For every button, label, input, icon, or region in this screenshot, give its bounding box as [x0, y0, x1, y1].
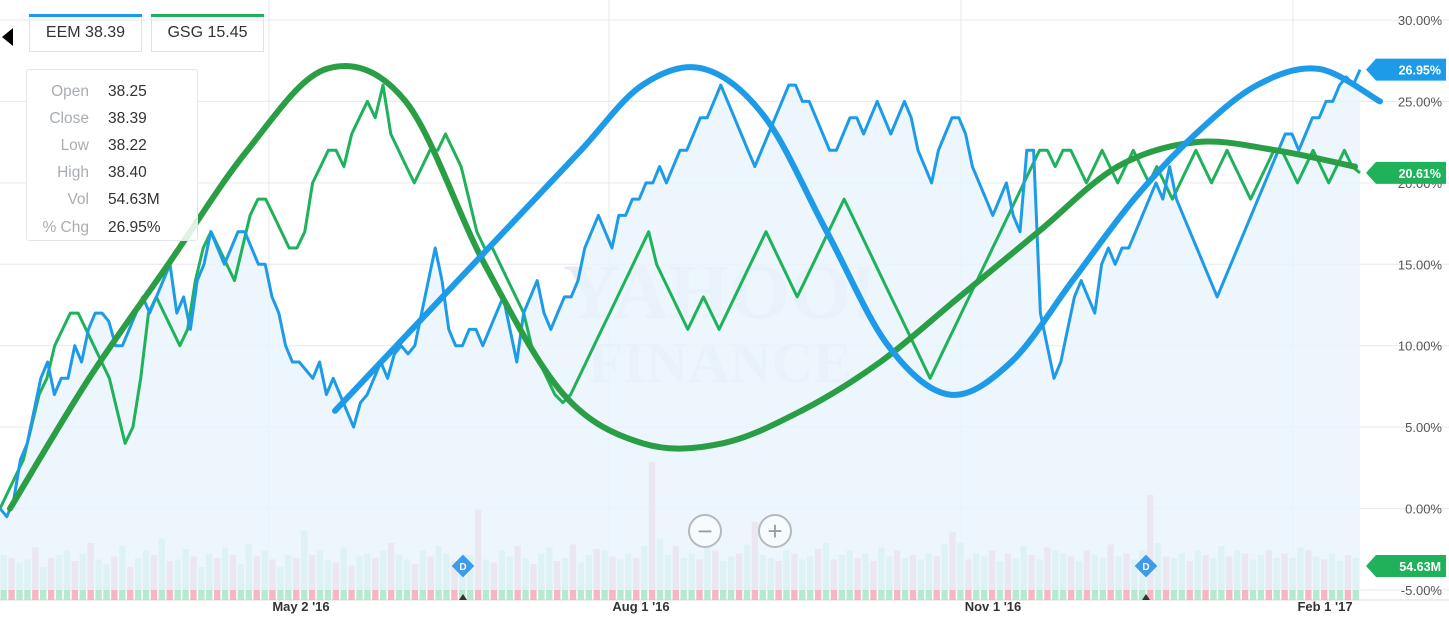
y-tick-label: -5.00%: [1401, 583, 1443, 598]
dividend-pointer: [1142, 594, 1150, 600]
ohlc-value: 38.40: [108, 164, 147, 182]
tab-eem-color-bar: [29, 14, 142, 17]
ohlc-key: % Chg: [42, 218, 89, 236]
ohlc-row-pct-chg: % Chg 26.95%: [27, 214, 197, 241]
volume-last-label: 54.63M: [1399, 560, 1441, 574]
ohlc-key: Low: [60, 136, 89, 154]
x-tick-label: Nov 1 '16: [965, 599, 1022, 614]
ohlc-value: 38.25: [108, 82, 147, 100]
scroll-left-arrow-icon[interactable]: [2, 28, 13, 46]
y-tick-label: 25.00%: [1398, 94, 1443, 109]
ohlc-value: 26.95%: [108, 218, 161, 236]
ohlc-row-close: Close 38.39: [27, 105, 197, 132]
dividend-marker: [1134, 554, 1158, 578]
ohlc-row-open: Open 38.25: [27, 78, 197, 105]
ohlc-key: Close: [49, 109, 89, 127]
ohlc-row-high: High 38.40: [27, 160, 197, 187]
y-tick-label: 5.00%: [1405, 420, 1442, 435]
ohlc-row-low: Low 38.22: [27, 132, 197, 159]
ohlc-value: 38.39: [108, 109, 147, 127]
volume-last-label-bg: [1366, 555, 1446, 577]
x-tick-label: May 2 '16: [272, 599, 329, 614]
tab-gsg-color-bar: [151, 14, 264, 17]
ohlc-key: Open: [51, 82, 89, 100]
dividend-marker-label: D: [459, 562, 466, 573]
dividend-marker-label: D: [1142, 562, 1149, 573]
eem-trend-curve: [332, 64, 1383, 414]
gsg-line: [0, 83, 1361, 510]
gsg-last-label-bg: [1366, 161, 1446, 184]
ohlc-key: High: [57, 164, 89, 182]
zoom-in-icon: +: [767, 516, 782, 546]
eem-last-label: 26.95%: [1399, 64, 1441, 78]
tab-gsg-label: GSG 15.45: [167, 24, 248, 41]
x-tick-label: Feb 1 '17: [1297, 599, 1352, 614]
y-tick-label: 10.00%: [1398, 339, 1443, 354]
zoom-in-button: [758, 514, 792, 548]
gsg-last-label: 20.61%: [1399, 167, 1441, 181]
ohlc-key: Vol: [67, 191, 89, 209]
y-tick-label: 30.00%: [1398, 13, 1443, 28]
gsg-trend-curve: [7, 63, 1358, 512]
eem-line: [0, 69, 1362, 519]
y-tick-label: 15.00%: [1398, 257, 1443, 272]
dividend-pointer: [459, 594, 467, 600]
x-tick-label: Aug 1 '16: [612, 599, 669, 614]
eem-last-label-bg: [1366, 58, 1446, 81]
tab-eem-label: EEM 38.39: [45, 24, 126, 41]
ohlc-row-vol: Vol 54.63M: [27, 187, 197, 214]
y-tick-label: 0.00%: [1405, 502, 1442, 517]
ohlc-value: 38.22: [108, 136, 147, 154]
ohlc-panel: Open 38.25 Close 38.39 Low 38.22 High 38.40 …: [26, 69, 198, 241]
ohlc-value: 54.63M: [108, 191, 160, 209]
eem-area: [0, 69, 1360, 590]
dividend-marker: [451, 554, 475, 578]
zoom-out-button: [688, 514, 722, 548]
zoom-out-icon: −: [697, 516, 712, 546]
